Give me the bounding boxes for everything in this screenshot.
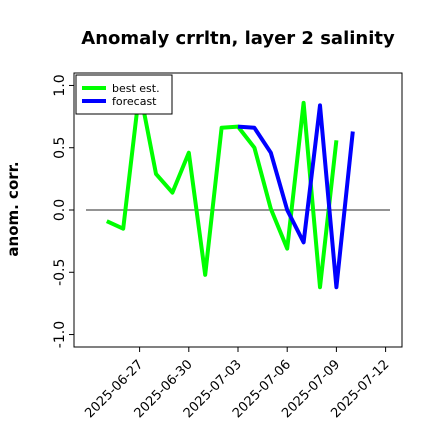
series-line-best-est bbox=[105, 87, 339, 290]
y-tick-label: -0.5 bbox=[52, 259, 68, 286]
legend: best est.forecast bbox=[75, 74, 173, 115]
legend-label-forecast: forecast bbox=[112, 95, 157, 108]
y-tick-label: 0.5 bbox=[52, 137, 68, 159]
chart-title: Anomaly crrltn, layer 2 salinity bbox=[81, 28, 395, 49]
legend-box bbox=[75, 74, 173, 115]
y-axis-label: anom. corr. bbox=[4, 161, 22, 256]
y-tick-label: 1.0 bbox=[52, 74, 68, 96]
series-line-forecast bbox=[237, 103, 355, 290]
plot-area: -1.0-0.50.00.51.02025-06-272025-06-30202… bbox=[52, 72, 403, 421]
y-tick-label: -1.0 bbox=[52, 321, 68, 348]
y-tick-label: 0.0 bbox=[52, 199, 68, 221]
legend-label-best-est: best est. bbox=[112, 82, 160, 95]
